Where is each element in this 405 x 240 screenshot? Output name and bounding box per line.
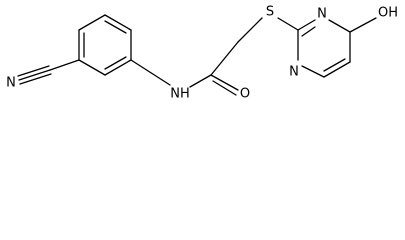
bond — [49, 59, 80, 71]
bond — [104, 20, 127, 34]
bond — [189, 74, 212, 88]
bond — [210, 41, 239, 76]
atom-label: N — [289, 65, 299, 80]
atom-label: S — [266, 5, 274, 20]
atom-label: N — [317, 7, 327, 22]
bond — [323, 61, 351, 78]
bond — [104, 14, 132, 31]
bond — [78, 59, 106, 76]
bond — [17, 65, 50, 77]
bond — [328, 19, 351, 33]
bond — [78, 14, 106, 31]
bond — [212, 80, 237, 96]
bond — [323, 58, 346, 72]
bond — [301, 26, 316, 37]
bond — [19, 73, 52, 85]
bond — [104, 59, 132, 76]
molecule-diagram: N NH O S N N OH — [6, 5, 398, 102]
atom-label: NH — [170, 87, 190, 102]
bond — [277, 17, 299, 31]
bond — [237, 17, 263, 43]
bond — [130, 59, 171, 86]
benzene-ring — [78, 14, 132, 76]
atom-label: O — [240, 87, 250, 102]
bond — [297, 19, 316, 31]
bond — [301, 65, 325, 78]
bond — [18, 69, 51, 81]
bond — [210, 74, 239, 91]
pyrimidine-ring — [297, 19, 351, 78]
atom-label: N — [6, 76, 16, 91]
bond — [104, 56, 127, 70]
bond — [349, 17, 377, 33]
atom-label: OH — [378, 6, 398, 21]
